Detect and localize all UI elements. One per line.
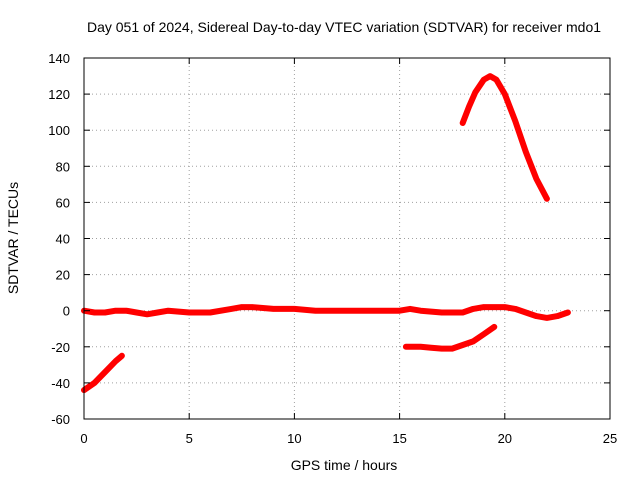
x-axis-label: GPS time / hours [291,457,398,473]
series-segment-d [459,73,550,202]
y-tick-label: 80 [56,159,70,174]
y-tick-label: 120 [48,87,70,102]
y-axis-label: SDTVAR / TECUs [5,182,21,294]
y-tick-label: -40 [51,376,70,391]
x-tick-label: 20 [498,431,512,446]
series-segment-b [81,304,571,321]
axis-ticks: 0 5 10 15 20 25 -60 -40 -20 0 20 40 60 80 100 120 140 [48,51,617,446]
y-tick-label: 20 [56,268,70,283]
grid-lines [84,58,610,419]
chart-title: Day 051 of 2024, Sidereal Day-to-day VTE… [87,19,601,35]
data-series [81,73,571,394]
y-tick-label: 100 [48,123,70,138]
y-tick-label: 140 [48,51,70,66]
x-tick-label: 0 [80,431,87,446]
y-tick-label: 0 [63,304,70,319]
x-tick-label: 10 [287,431,301,446]
y-tick-label: 40 [56,232,70,247]
series-segment-a [81,352,125,394]
x-tick-label: 25 [603,431,617,446]
y-tick-label: 60 [56,195,70,210]
y-tick-label: -60 [51,412,70,427]
plot-frame [83,57,611,420]
series-segment-c [402,323,498,352]
y-tick-label: -20 [51,340,70,355]
x-tick-label: 5 [186,431,193,446]
x-tick-label: 15 [392,431,406,446]
